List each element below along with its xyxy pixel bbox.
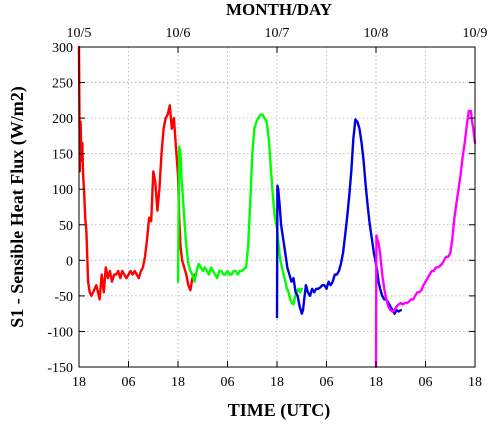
x-tick-label: 06 — [419, 375, 433, 390]
y-tick-label: -50 — [54, 290, 73, 305]
tick-marks — [78, 46, 476, 368]
top-tick-label: 10/6 — [166, 26, 191, 41]
y-tick-label: 100 — [52, 183, 73, 198]
series-line-1 — [77, 45, 196, 301]
tick-labels: -150 -100 -50 0 50 100 150 200 250 300 18 06 18 06 18 0… — [47, 26, 487, 390]
y-tick-label: 250 — [52, 77, 73, 92]
series-line-4 — [374, 109, 477, 369]
y-tick-label: 300 — [52, 41, 73, 56]
series-lines — [77, 45, 477, 369]
x-tick-label: 06 — [122, 375, 136, 390]
top-tick-label: 10/8 — [364, 26, 389, 41]
y-tick-label: -100 — [47, 325, 73, 340]
series-line-3 — [275, 118, 402, 319]
x-tick-label: 18 — [468, 375, 482, 390]
y-tick-label: 0 — [66, 254, 73, 269]
chart-title: MONTH/DAY — [226, 0, 332, 19]
y-tick-label: 150 — [52, 148, 73, 163]
top-tick-label: 10/7 — [265, 26, 290, 41]
top-tick-label: 10/5 — [67, 26, 92, 41]
y-axis-label: S1 - Sensible Heat Flux (W/m2) — [7, 86, 28, 328]
x-tick-label: 18 — [72, 375, 86, 390]
y-tick-label: 200 — [52, 112, 73, 127]
x-axis-label: TIME (UTC) — [228, 400, 331, 421]
x-tick-label: 06 — [221, 375, 235, 390]
x-tick-label: 18 — [270, 375, 284, 390]
x-tick-label: 06 — [320, 375, 334, 390]
y-tick-label: -150 — [47, 361, 73, 376]
top-tick-label: 10/9 — [463, 26, 488, 41]
series-line-2 — [176, 113, 303, 306]
y-tick-label: 50 — [59, 219, 73, 234]
x-tick-label: 18 — [369, 375, 383, 390]
x-tick-label: 18 — [171, 375, 185, 390]
